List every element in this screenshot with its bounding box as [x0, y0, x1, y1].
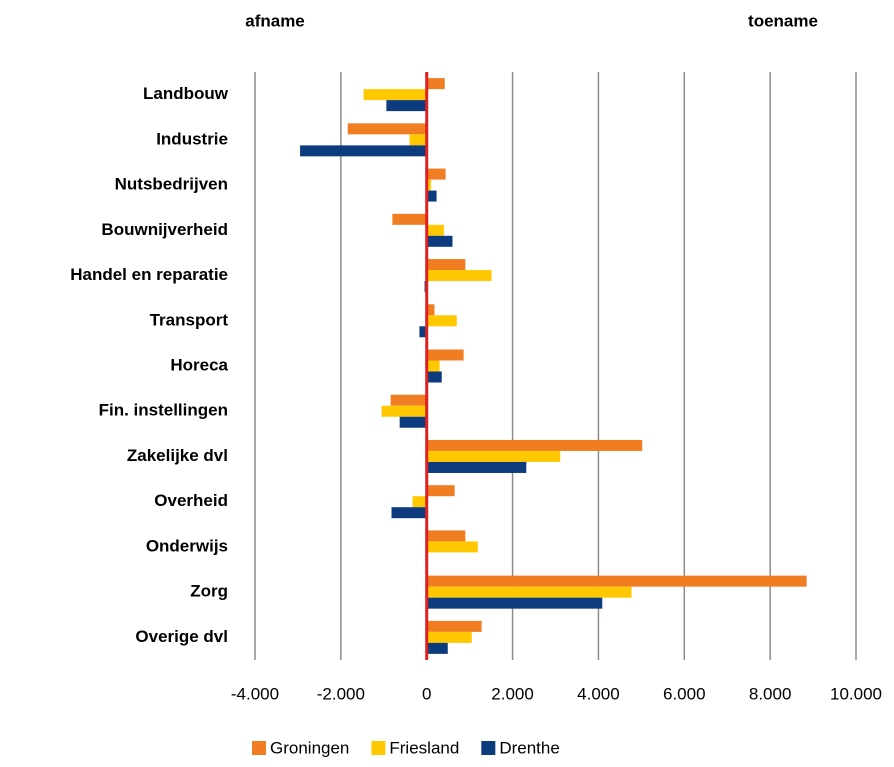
bar [426, 304, 435, 316]
bar [426, 179, 432, 191]
bar [390, 394, 427, 406]
y-tick-label: Transport [150, 310, 229, 329]
bar [426, 642, 448, 654]
bar [381, 405, 427, 417]
bar [426, 461, 527, 473]
x-tick-label: 2.000 [491, 684, 534, 703]
bar [426, 235, 453, 247]
bar [426, 450, 561, 462]
bar [363, 89, 427, 101]
bar [412, 496, 427, 508]
bar [426, 439, 643, 451]
y-tick-label: Overheid [154, 491, 228, 510]
bar [386, 100, 427, 112]
x-tick-label: -4.000 [231, 684, 279, 703]
legend-swatch [371, 741, 386, 755]
y-tick-label: Landbouw [143, 84, 229, 103]
bar [391, 507, 427, 519]
bar [419, 326, 427, 338]
y-tick-label: Nutsbedrijven [115, 175, 228, 194]
x-tick-label: -2.000 [317, 684, 365, 703]
y-tick-label: Fin. instellingen [99, 401, 228, 420]
y-tick-label: Bouwnijverheid [101, 220, 228, 239]
bar [426, 530, 466, 542]
x-tick-label: 8.000 [749, 684, 792, 703]
bar [426, 597, 603, 609]
legend-label: Groningen [270, 738, 349, 757]
bar [409, 134, 427, 146]
legend-label: Drenthe [499, 738, 559, 757]
bar [426, 541, 478, 553]
x-tick-label: 4.000 [577, 684, 620, 703]
bar [426, 224, 444, 236]
bar [426, 190, 437, 202]
y-tick-label: Handel en reparatie [70, 265, 228, 284]
y-tick-label: Onderwijs [146, 536, 228, 555]
y-tick-label: Overige dvl [135, 627, 228, 646]
bar [426, 586, 632, 598]
bar [426, 270, 492, 282]
x-tick-label: 10.000 [830, 684, 882, 703]
y-tick-label: Industrie [156, 129, 228, 148]
legend-swatch [481, 741, 496, 755]
bar [426, 259, 466, 271]
bar [426, 168, 446, 180]
bar [399, 416, 427, 428]
annotation: afname [245, 11, 305, 30]
y-tick-label: Zorg [190, 582, 228, 601]
bar [392, 213, 427, 225]
bar [426, 575, 807, 587]
bar [426, 620, 482, 632]
legend-swatch [252, 741, 266, 755]
legend-label: Friesland [389, 738, 459, 757]
bar [426, 349, 464, 361]
bar [426, 315, 457, 327]
x-tick-label: 6.000 [663, 684, 706, 703]
bar [426, 485, 455, 497]
annotation: toename [748, 11, 818, 30]
bar [426, 360, 440, 372]
bar [426, 371, 442, 383]
bar [347, 123, 427, 135]
bar [426, 78, 445, 90]
y-tick-label: Zakelijke dvl [127, 446, 228, 465]
y-tick-label: Horeca [170, 355, 228, 374]
bar [426, 631, 472, 643]
x-tick-label: 0 [422, 684, 431, 703]
bar [300, 145, 427, 157]
